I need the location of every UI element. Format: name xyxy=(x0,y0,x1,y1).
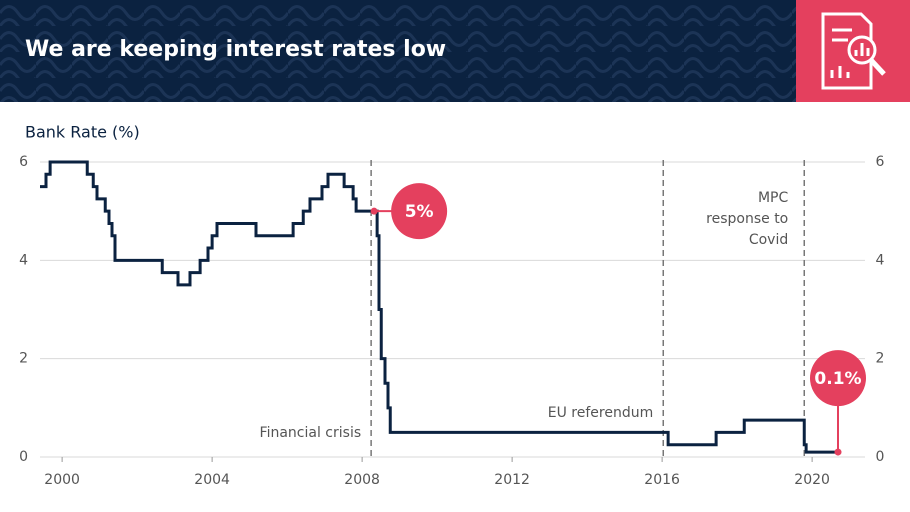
x-tick-label: 2012 xyxy=(494,472,530,488)
rate-line xyxy=(40,160,838,454)
x-tick-label: 2020 xyxy=(794,472,830,488)
x-tick-label: 2008 xyxy=(344,472,380,488)
x-tick-label: 2000 xyxy=(44,472,80,488)
event-label: EU referendum xyxy=(548,405,653,421)
event-label: Financial crisis xyxy=(260,425,362,441)
callout-dot xyxy=(370,207,378,215)
y2-tick-label: 4 xyxy=(876,252,885,268)
y-tick-label: 4 xyxy=(19,252,28,268)
y-tick-label: 6 xyxy=(19,154,28,170)
event-label: response to xyxy=(706,211,788,227)
report-icon xyxy=(821,12,886,90)
x-tick-label: 2004 xyxy=(194,472,230,488)
header-pattern xyxy=(0,0,796,102)
callout-label: 0.1% xyxy=(814,369,861,389)
chart-title: We are keeping interest rates low xyxy=(25,37,446,62)
callout-dot xyxy=(834,448,842,456)
callout-bubble xyxy=(810,350,866,407)
y2-tick-label: 2 xyxy=(876,351,885,367)
y-axis-label: Bank Rate (%) xyxy=(25,123,140,142)
y2-tick-label: 6 xyxy=(876,154,885,170)
callout-label: 5% xyxy=(405,202,434,222)
callout-bubble xyxy=(391,183,448,240)
x-tick-label: 2016 xyxy=(644,472,680,488)
event-label: Covid xyxy=(749,232,788,248)
y-tick-label: 2 xyxy=(19,351,28,367)
y2-tick-label: 0 xyxy=(876,449,885,465)
event-label: MPC xyxy=(758,190,789,206)
y-tick-label: 0 xyxy=(19,449,28,465)
